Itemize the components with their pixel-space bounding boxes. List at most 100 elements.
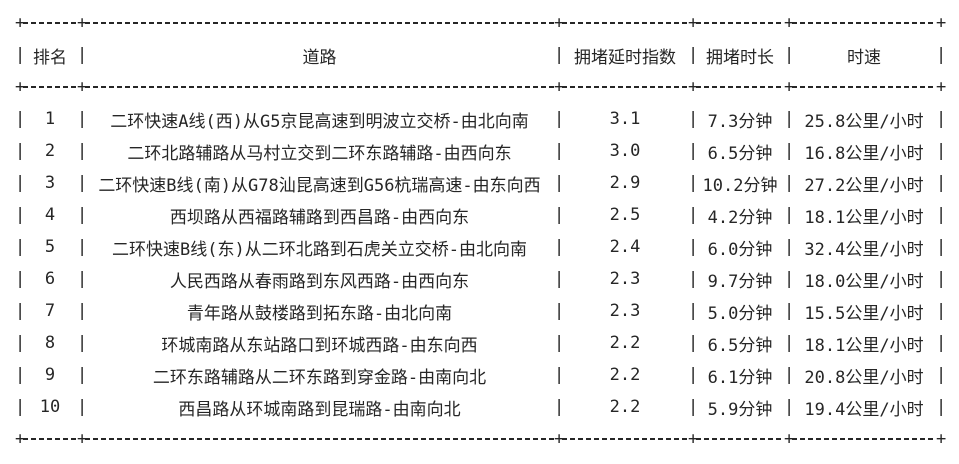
header-road: 道路 <box>302 47 337 68</box>
border-cross: + <box>15 77 26 97</box>
table-border-top: + + + + + + <box>15 7 946 39</box>
cell-duration: 10.2分钟 <box>702 175 778 196</box>
cell-speed: 16.8公里/小时 <box>804 143 924 164</box>
border-cross: + <box>77 13 88 33</box>
border-dash <box>792 438 936 440</box>
table-row: | 8 | 环城南路从东站路口到环城西路-由东向西 | 2.2 | 6.5分钟 … <box>15 327 947 359</box>
header-delay-index: 拥堵延时指数 <box>574 47 676 68</box>
border-pipe: | <box>554 333 565 353</box>
border-cross: + <box>77 429 88 449</box>
border-pipe: | <box>15 269 26 289</box>
cell-speed: 18.0公里/小时 <box>804 271 924 292</box>
border-pipe: | <box>784 301 795 321</box>
border-cross: + <box>784 77 795 97</box>
border-pipe: | <box>15 397 26 417</box>
cell-duration: 6.1分钟 <box>707 367 773 388</box>
border-pipe: | <box>77 301 88 321</box>
border-cross: + <box>554 429 565 449</box>
border-cross: + <box>15 429 26 449</box>
border-pipe: | <box>688 109 699 129</box>
cell-delay-index: 2.2 <box>609 397 641 417</box>
border-dash <box>85 22 554 24</box>
table-border-bottom: + + + + + + <box>15 423 947 455</box>
table-row: | 10 | 西昌路从环城南路到昆瑞路-由南向北 | 2.2 | 5.9分钟 |… <box>15 391 946 423</box>
cell-duration: 6.5分钟 <box>707 335 773 356</box>
table-row: | 6 | 人民西路从春雨路到东风西路-由西向东 | 2.3 | 9.7分钟 |… <box>15 263 947 295</box>
border-cross: + <box>936 77 947 97</box>
cell-duration: 9.7分钟 <box>707 271 773 292</box>
cell-duration: 6.5分钟 <box>707 143 773 164</box>
cell-duration: 7.3分钟 <box>707 111 773 132</box>
cell-rank: 8 <box>44 333 56 353</box>
cell-rank: 6 <box>44 269 56 289</box>
border-pipe: | <box>554 237 565 257</box>
cell-rank: 3 <box>44 173 56 193</box>
cell-speed: 15.5公里/小时 <box>804 303 924 324</box>
border-pipe: | <box>77 109 88 129</box>
border-dash <box>696 438 784 440</box>
cell-duration: 6.0分钟 <box>707 239 773 260</box>
header-rank: 排名 <box>33 47 67 68</box>
border-pipe: | <box>936 333 947 353</box>
border-pipe: | <box>77 141 88 161</box>
border-pipe: | <box>77 397 88 417</box>
border-pipe: | <box>784 397 795 417</box>
cell-speed: 25.8公里/小时 <box>804 111 924 132</box>
border-pipe: | <box>784 141 795 161</box>
border-pipe: | <box>15 173 26 193</box>
border-pipe: | <box>784 269 795 289</box>
border-cross: + <box>15 13 26 33</box>
border-pipe: | <box>77 269 88 289</box>
table-header-row: | 排名 | 道路 | 拥堵延时指数 | 拥堵时长 | 时速 | <box>15 39 946 71</box>
border-cross: + <box>554 77 565 97</box>
border-pipe: | <box>784 365 795 385</box>
cell-delay-index: 2.2 <box>609 333 641 353</box>
cell-duration: 4.2分钟 <box>707 207 773 228</box>
table-row: | 3 | 二环快速B线(南)从G78汕昆高速到G56杭瑞高速-由东向西 | 2… <box>15 167 946 199</box>
cell-rank: 2 <box>44 141 56 161</box>
congestion-table: + + + + + + | 排名 | 道路 | 拥堵延时指数 | 拥堵时长 | … <box>15 7 947 455</box>
border-cross: + <box>554 13 565 33</box>
border-pipe: | <box>936 269 947 289</box>
cell-road: 二环北路辅路从马村立交到二环东路辅路-由西向东 <box>127 143 512 164</box>
cell-road: 二环快速B线(东)从二环北路到石虎关立交桥-由北向南 <box>112 239 527 260</box>
border-pipe: | <box>77 365 88 385</box>
cell-rank: 7 <box>44 301 56 321</box>
border-pipe: | <box>77 205 88 225</box>
cell-road: 二环东路辅路从二环东路到穿金路-由南向北 <box>152 367 487 388</box>
border-pipe: | <box>15 109 26 129</box>
border-pipe: | <box>784 45 795 65</box>
header-speed: 时速 <box>847 47 881 68</box>
cell-speed: 20.8公里/小时 <box>804 367 924 388</box>
border-pipe: | <box>15 301 26 321</box>
cell-road: 二环快速B线(南)从G78汕昆高速到G56杭瑞高速-由东向西 <box>98 175 541 196</box>
border-pipe: | <box>554 45 565 65</box>
border-pipe: | <box>936 205 947 225</box>
border-dash <box>85 438 554 440</box>
border-pipe: | <box>15 45 26 65</box>
border-pipe: | <box>688 333 699 353</box>
border-pipe: | <box>554 109 565 129</box>
cell-delay-index: 3.1 <box>609 109 641 129</box>
border-dash <box>562 86 688 88</box>
border-cross: + <box>784 13 795 33</box>
border-pipe: | <box>688 237 699 257</box>
table-row: | 9 | 二环东路辅路从二环东路到穿金路-由南向北 | 2.2 | 6.1分钟… <box>15 359 946 391</box>
border-pipe: | <box>688 365 699 385</box>
border-pipe: | <box>15 141 26 161</box>
border-pipe: | <box>15 333 26 353</box>
cell-delay-index: 2.3 <box>609 301 641 321</box>
table-row: | 1 | 二环快速A线(西)从G5京昆高速到明波立交桥-由北向南 | 3.1 … <box>15 103 947 135</box>
table-row: | 2 | 二环北路辅路从马村立交到二环东路辅路-由西向东 | 3.0 | 6.… <box>15 135 946 167</box>
cell-duration: 5.0分钟 <box>707 303 773 324</box>
border-pipe: | <box>784 333 795 353</box>
cell-road: 二环快速A线(西)从G5京昆高速到明波立交桥-由北向南 <box>110 111 529 132</box>
border-cross: + <box>936 429 947 449</box>
border-pipe: | <box>15 237 26 257</box>
border-pipe: | <box>554 141 565 161</box>
border-pipe: | <box>936 109 947 129</box>
border-pipe: | <box>554 301 565 321</box>
border-pipe: | <box>688 173 699 193</box>
border-cross: + <box>688 13 699 33</box>
